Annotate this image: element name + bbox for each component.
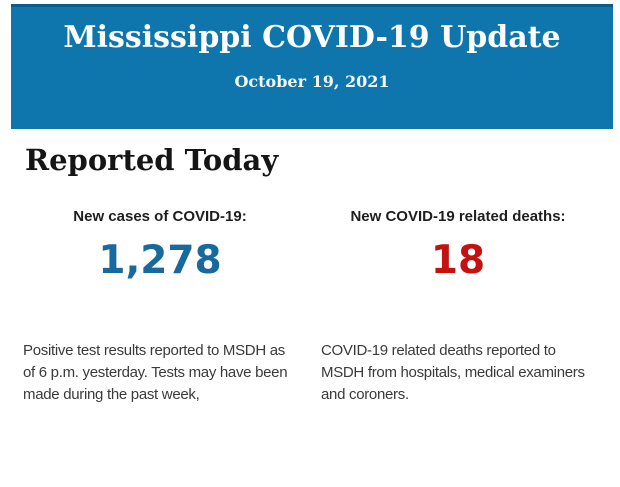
new-deaths-value: 18 <box>430 238 486 283</box>
new-deaths-description: COVID-19 related deaths reported to MSDH… <box>321 342 585 403</box>
new-deaths-section: New COVID-19 related deaths: 18 COVID-19… <box>321 207 595 421</box>
banner-title: Mississippi COVID-19 Update <box>63 20 561 55</box>
new-cases-description: Positive test results reported to MSDH a… <box>23 342 288 403</box>
report-content: Reported Today New cases of COVID-19: 1,… <box>0 142 620 421</box>
new-cases-value: 1,278 <box>98 238 222 283</box>
new-deaths-label: New COVID-19 related deaths: <box>350 208 566 225</box>
header-banner: Mississippi COVID-19 Update October 19, … <box>11 4 613 129</box>
stats-row: New cases of COVID-19: 1,278 Positive te… <box>23 207 595 421</box>
new-cases-label: New cases of COVID-19: <box>73 208 247 225</box>
new-cases-section: New cases of COVID-19: 1,278 Positive te… <box>23 207 297 421</box>
page-title: Reported Today <box>25 143 279 177</box>
banner-date: October 19, 2021 <box>234 72 390 91</box>
